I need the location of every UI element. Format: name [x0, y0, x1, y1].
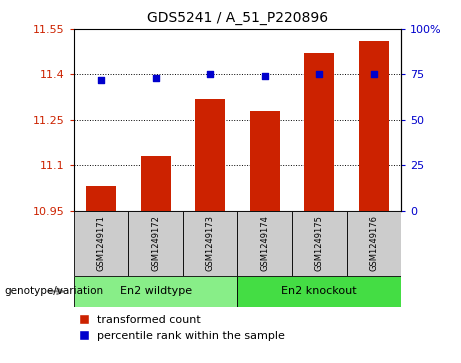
Point: [370, 72, 378, 77]
Legend: transformed count, percentile rank within the sample: transformed count, percentile rank withi…: [79, 315, 285, 341]
Text: En2 wildtype: En2 wildtype: [119, 286, 192, 296]
Point: [315, 72, 323, 77]
Point: [207, 72, 214, 77]
Bar: [292, 211, 347, 276]
Text: genotype/variation: genotype/variation: [5, 286, 104, 296]
Point: [152, 75, 159, 81]
Point: [261, 73, 268, 79]
Point: [97, 77, 105, 83]
Bar: [304, 53, 334, 211]
Bar: [86, 186, 116, 211]
Bar: [237, 211, 292, 276]
Bar: [183, 211, 237, 276]
Text: GSM1249175: GSM1249175: [315, 215, 324, 271]
Text: En2 knockout: En2 knockout: [281, 286, 357, 296]
Bar: [359, 41, 389, 211]
Text: GSM1249176: GSM1249176: [369, 215, 378, 271]
Bar: [250, 111, 280, 211]
Bar: [141, 156, 171, 211]
Bar: [195, 99, 225, 211]
Text: GSM1249174: GSM1249174: [260, 215, 269, 271]
Title: GDS5241 / A_51_P220896: GDS5241 / A_51_P220896: [147, 11, 328, 25]
Text: GSM1249172: GSM1249172: [151, 215, 160, 271]
Bar: [128, 211, 183, 276]
Bar: [237, 276, 401, 307]
Text: GSM1249173: GSM1249173: [206, 215, 215, 271]
Bar: [74, 211, 128, 276]
Bar: [347, 211, 401, 276]
Bar: [74, 276, 237, 307]
Text: GSM1249171: GSM1249171: [96, 215, 106, 271]
